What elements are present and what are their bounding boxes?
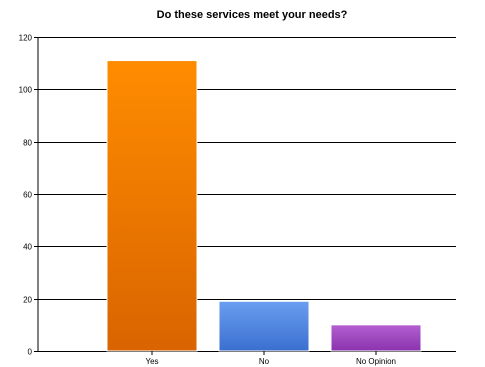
y-tick-label-20: 20 xyxy=(23,296,32,305)
y-tick-label-0: 0 xyxy=(28,348,33,357)
x-category-label-no-opinion: No Opinion xyxy=(356,357,396,366)
x-axis-categories: Yes No No Opinion xyxy=(145,351,396,366)
bars xyxy=(106,60,422,352)
grid-layer xyxy=(34,37,456,352)
chart-title: Do these services meet your needs? xyxy=(157,9,348,21)
bar-no xyxy=(218,300,310,352)
y-tick-label-60: 60 xyxy=(23,191,32,200)
y-tick-label-80: 80 xyxy=(23,139,32,148)
y-tick-label-40: 40 xyxy=(23,243,32,252)
x-category-label-no: No xyxy=(259,357,270,366)
bar-yes xyxy=(106,60,198,352)
y-tick-label-100: 100 xyxy=(19,86,33,95)
y-axis-ticks: 0 20 40 60 80 100 120 xyxy=(19,34,33,357)
bar-no-opinion xyxy=(330,324,422,352)
y-tick-label-120: 120 xyxy=(19,34,33,43)
x-category-label-yes: Yes xyxy=(145,357,158,366)
